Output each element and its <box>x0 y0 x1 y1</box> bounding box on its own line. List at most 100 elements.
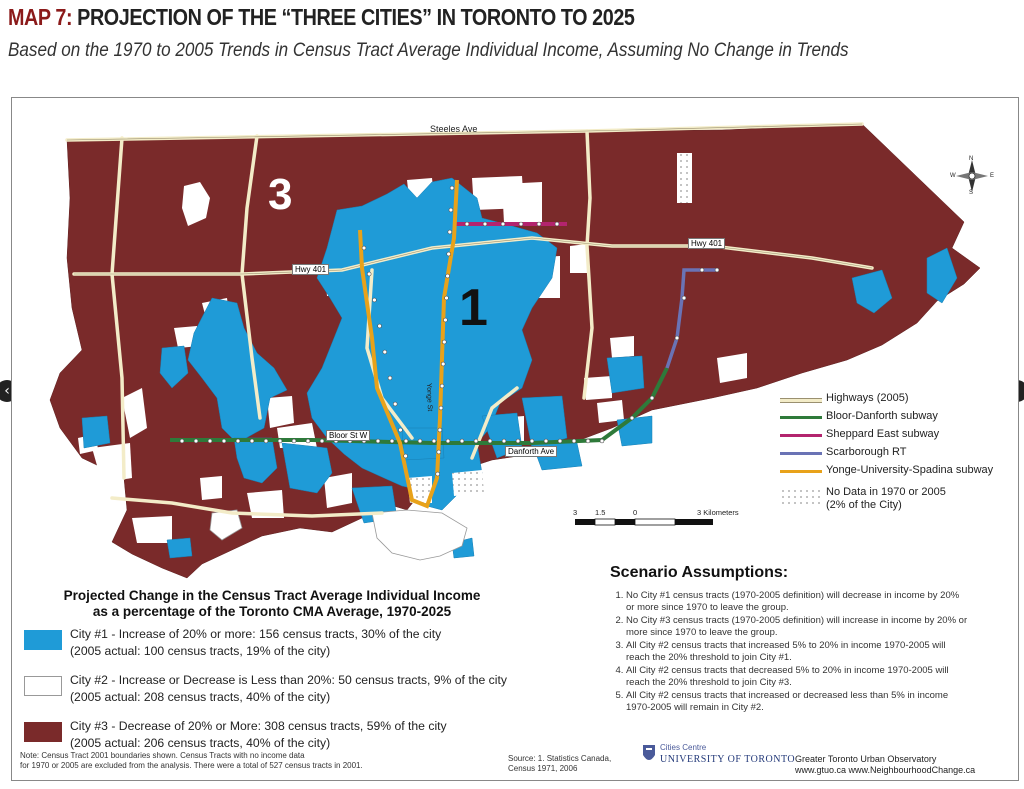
legend-city1-line1: City #1 - Increase of 20% or more: 156 c… <box>70 627 442 641</box>
station-marker <box>403 453 408 459</box>
legend-yonge-spadina-label: Yonge-University-Spadina subway <box>826 464 994 476</box>
cities-centre-label: Cities Centre <box>660 743 707 752</box>
legend-sheppard-label: Sheppard East subway <box>826 428 940 440</box>
station-marker <box>447 229 453 235</box>
city1-number-label: 1 <box>459 279 488 337</box>
station-marker <box>179 438 185 444</box>
compass-south: S <box>969 190 974 196</box>
station-marker <box>543 438 549 444</box>
station-marker <box>435 471 440 477</box>
source-line2: Census 1971, 2006 <box>508 764 578 773</box>
legend-city3-text: City #3 - Decrease of 20% or More: 308 c… <box>70 718 447 752</box>
danforth-ave-label: Danforth Ave <box>505 446 558 457</box>
income-legend-title-line2: as a percentage of the Toronto CMA Avera… <box>92 604 452 619</box>
station-marker <box>585 438 591 444</box>
legend-city3-line2: (2005 actual: 206 census tracts, 40% of … <box>70 736 331 750</box>
station-marker <box>436 449 442 455</box>
gtuo-line2: www.gtuo.ca www.NeighbourhoodChange.ca <box>795 765 976 775</box>
station-marker <box>375 438 381 444</box>
source-note: Source: 1. Statistics Canada, Census 1971… <box>508 754 611 774</box>
no-data-line2: (2% of the City) <box>826 499 902 511</box>
station-marker <box>392 401 398 407</box>
station-marker <box>515 438 521 444</box>
station-marker <box>431 438 437 444</box>
station-marker <box>473 438 479 444</box>
scale-tick-3: 3 <box>573 508 578 517</box>
station-marker <box>235 438 241 444</box>
yonge-st-label: Yonge St <box>425 383 433 412</box>
yonge-spadina-subway <box>358 179 459 509</box>
legend-city1-line2: (2005 actual: 100 census tracts, 19% of … <box>70 644 331 658</box>
source-line1: Source: 1. Statistics Canada, <box>508 754 612 763</box>
scenario-item: No City #3 census tracts (1970-2005 defi… <box>626 615 970 638</box>
station-marker <box>649 395 655 401</box>
city2-swatch <box>24 676 62 696</box>
station-marker <box>389 438 395 444</box>
station-marker <box>464 221 470 227</box>
map-frame: Steeles Ave Hwy 401 Hwy 401 Bloor St W D… <box>11 97 1019 781</box>
scenario-item: All City #2 census tracts that increased… <box>626 640 970 663</box>
legend-bloor-danforth-label: Bloor-Danforth subway <box>826 410 938 422</box>
station-marker <box>221 438 227 444</box>
legend-city2-text: City #2 - Increase or Decrease is Less t… <box>70 672 507 706</box>
legend-highways-label: Highways (2005) <box>826 392 909 404</box>
compass-west: W <box>950 173 956 179</box>
map-subtitle: Based on the 1970 to 2005 Trends in Cens… <box>8 40 849 61</box>
legend-city1: City #1 - Increase of 20% or more: 156 c… <box>22 626 602 666</box>
legend-city2-line1: City #2 - Increase or Decrease is Less t… <box>70 673 507 687</box>
footnote: Note: Census Tract 2001 boundaries shown… <box>20 751 363 771</box>
toronto-islands <box>209 509 468 561</box>
station-marker <box>305 438 311 444</box>
station-marker <box>529 438 535 444</box>
station-marker <box>438 405 444 411</box>
no-data-swatch <box>780 488 822 506</box>
city3-swatch <box>24 722 62 742</box>
station-marker <box>445 438 451 444</box>
station-marker <box>361 245 367 251</box>
map-title-text: PROJECTION OF THE “THREE CITIES” IN TORO… <box>72 4 635 30</box>
station-marker <box>448 207 454 213</box>
station-marker <box>372 297 377 303</box>
station-marker <box>444 295 449 301</box>
scenario-assumptions: Scenario Assumptions: No City #1 census … <box>610 564 970 715</box>
sheppard-swatch <box>780 434 822 437</box>
station-marker <box>449 185 455 191</box>
station-marker <box>536 221 542 227</box>
station-marker <box>443 317 448 323</box>
legend-city3-line1: City #3 - Decrease of 20% or More: 308 c… <box>70 719 447 733</box>
station-marker <box>291 438 297 444</box>
station-marker <box>249 438 255 444</box>
station-marker <box>403 438 409 444</box>
station-marker <box>599 438 605 444</box>
highway-swatch <box>780 398 822 403</box>
legend-city3: City #3 - Decrease of 20% or More: 308 c… <box>22 718 602 758</box>
note-line2: for 1970 or 2005 are excluded from the a… <box>20 761 363 770</box>
scenario-item: All City #2 census tracts that decreased… <box>626 665 970 688</box>
compass-east: E <box>990 173 995 179</box>
station-marker <box>674 335 680 341</box>
no-data-line1: No Data in 1970 or 2005 <box>826 486 946 498</box>
note-line1: Note: Census Tract 2001 boundaries shown… <box>20 751 305 760</box>
crest-icon <box>643 745 655 760</box>
compass-icon <box>956 160 988 192</box>
scenario-item: No City #1 census tracts (1970-2005 defi… <box>626 590 970 613</box>
toronto-map <box>49 122 988 579</box>
station-marker <box>571 438 577 444</box>
scale-tick-1-5: 1.5 <box>595 508 606 517</box>
scale-tick-0: 0 <box>633 508 638 517</box>
station-marker <box>699 267 705 273</box>
scenario-list: No City #1 census tracts (1970-2005 defi… <box>610 590 970 713</box>
income-legend-title: Projected Change in the Census Tract Ave… <box>22 588 522 620</box>
bloor-danforth-swatch <box>780 416 822 419</box>
city3-number-label: 3 <box>268 170 293 219</box>
highway-borders <box>66 123 873 275</box>
station-marker <box>714 267 720 273</box>
city1-swatch <box>24 630 62 650</box>
legend-city2-line2: (2005 actual: 208 census tracts, 40% of … <box>70 690 331 704</box>
legend-city1-text: City #1 - Increase of 20% or more: 156 c… <box>70 626 441 660</box>
legend-city2: City #2 - Increase or Decrease is Less t… <box>22 672 602 712</box>
legend-no-data-label: No Data in 1970 or 2005 (2% of the City) <box>826 486 946 512</box>
legend-scarborough-rt-label: Scarborough RT <box>826 446 907 458</box>
station-marker <box>518 221 524 227</box>
income-legend-title-line1: Projected Change in the Census Tract Ave… <box>63 588 481 603</box>
